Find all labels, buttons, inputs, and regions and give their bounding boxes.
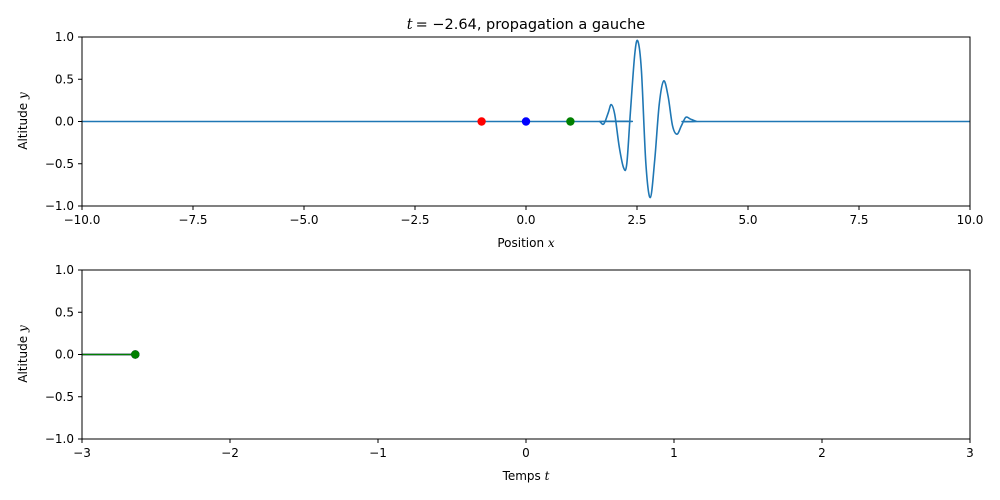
top-xtick-label-1: −7.5 [178,213,207,227]
bottom-xtick-label-0: −3 [73,446,91,460]
top-ytick-label-2: 0.0 [55,115,74,129]
bottom-plot-area [82,350,140,359]
top-series-line-0 [82,39,970,199]
top-xtick-label-5: 2.5 [627,213,646,227]
bottom-ylabel-var: y [16,325,30,333]
top-ytick-label-0: −1.0 [45,199,74,213]
bottom-subplot: −3 −2 −1 0 1 2 3 −1.0 −0.5 0.0 0.5 1.0 [45,263,974,460]
bottom-ytick-label-0: −1.0 [45,432,74,446]
top-xtick-label-6: 5.0 [738,213,757,227]
top-marker-2 [566,117,575,126]
bottom-xtick-label-3: 0 [522,446,530,460]
top-marker-0 [477,117,486,126]
top-ytick-label-3: 0.5 [55,72,74,86]
top-marker-1 [521,117,531,126]
bottom-ytick-label-2: 0.0 [55,348,74,362]
top-ytick-label-4: 1.0 [55,30,74,44]
bottom-xtick-label-6: 3 [966,446,974,460]
top-xtick-label-0: −10.0 [64,213,101,227]
top-ylabel-text: Altitude [16,99,30,150]
bottom-ytick-label-4: 1.0 [55,263,74,277]
top-xtick-label-3: −2.5 [400,213,429,227]
top-xtick-label-8: 10.0 [957,213,984,227]
bottom-xlabel-text: Temps [502,469,545,483]
top-ylabel: Altitude y [16,92,30,150]
top-subplot: −10.0 −7.5 −5.0 −2.5 0.0 2.5 5.0 7.5 10.0 −1.0 −0.… [45,30,984,227]
top-xlabel-var: x [548,236,555,250]
top-xtick-label-4: 0.0 [516,213,535,227]
bottom-ylabel: Altitude y [16,325,30,383]
top-xlabel: Position x [497,236,555,250]
top-ylabel-var: y [16,92,30,100]
bottom-ytick-label-1: −0.5 [45,390,74,404]
bottom-ylabel-text: Altitude [16,332,30,383]
top-plot-area [82,39,970,199]
bottom-ytick-label-3: 0.5 [55,305,74,319]
title-variable: t [407,17,413,33]
top-xtick-label-7: 7.5 [849,213,868,227]
bottom-xtick-label-4: 1 [670,446,678,460]
bottom-xtick-label-5: 2 [818,446,826,460]
bottom-marker-2 [131,350,140,359]
bottom-xtick-label-2: −1 [369,446,387,460]
bottom-xtick-label-1: −2 [221,446,239,460]
top-xlabel-text: Position [497,236,548,250]
title-text: = −2.64, propagation a gauche [416,17,646,33]
top-ytick-label-1: −0.5 [45,157,74,171]
bottom-xlabel-var: t [545,469,550,483]
chart-title: t = −2.64, propagation a gauche [407,17,645,33]
bottom-xlabel: Temps t [502,469,550,483]
top-xtick-label-2: −5.0 [289,213,318,227]
